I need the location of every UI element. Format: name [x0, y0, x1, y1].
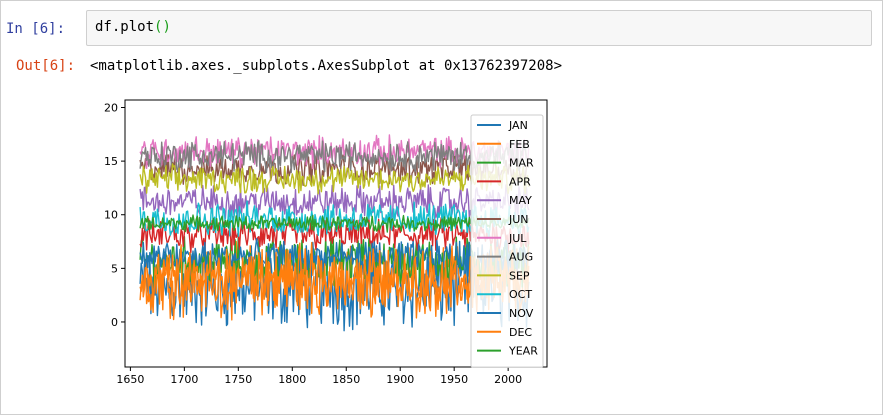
y-tick-label: 20 — [104, 102, 118, 115]
series-line-nov — [139, 237, 529, 277]
y-axis: 0 5 10 15 20 — [104, 102, 125, 329]
code-text: df.plot — [95, 19, 155, 35]
x-tick-label: 1850 — [332, 373, 360, 386]
output-prompt: Out[6]: — [16, 58, 76, 74]
x-tick-label: 1800 — [278, 373, 306, 386]
code-parentheses: () — [154, 19, 171, 35]
y-tick-label: 0 — [111, 316, 118, 329]
series-line-year — [139, 214, 530, 233]
series-line-dec — [139, 241, 530, 311]
legend-label-oct: OCT — [509, 288, 532, 301]
legend-label-jan: JAN — [508, 119, 528, 132]
series-line-sep — [139, 163, 530, 195]
legend-label-apr: APR — [509, 175, 531, 188]
output-text: <matplotlib.axes._subplots.AxesSubplot a… — [90, 58, 563, 74]
x-tick-label: 1950 — [440, 373, 468, 386]
series-line-oct — [139, 200, 530, 239]
legend-box — [470, 114, 544, 368]
series-line-aug — [139, 139, 530, 174]
y-tick-label: 5 — [111, 262, 118, 275]
legend-label-may: MAY — [509, 194, 532, 207]
code-input-area[interactable]: df.plot() — [86, 10, 872, 46]
x-tick-label: 1900 — [386, 373, 414, 386]
plot-lines — [139, 134, 530, 332]
x-tick-label: 2000 — [494, 373, 522, 386]
axes-frame — [124, 99, 548, 368]
legend-label-year: YEAR — [508, 345, 538, 358]
code-line: df.plot() — [95, 19, 171, 35]
x-tick-label: 1750 — [224, 373, 252, 386]
legend-label-aug: AUG — [509, 251, 533, 264]
legend-label-jun: JUN — [508, 213, 529, 226]
series-line-may — [139, 184, 530, 221]
legend-label-feb: FEB — [509, 138, 530, 151]
x-axis: 1650 1700 1750 1800 1850 1900 1950 2000 — [116, 367, 522, 386]
y-tick-label: 15 — [104, 155, 118, 168]
input-prompt: In [6]: — [6, 21, 66, 37]
legend: JAN FEB MAR APR MAY JUN JUL AUG SEP OCT NOV DEC YEAR — [470, 114, 544, 368]
y-tick-label: 10 — [104, 209, 118, 222]
legend-label-nov: NOV — [509, 307, 534, 320]
legend-label-dec: DEC — [509, 326, 532, 339]
line-chart: 1650 1700 1750 1800 1850 1900 1950 2000 0 5 10 15 2… — [104, 99, 548, 386]
x-tick-label: 1650 — [116, 373, 144, 386]
legend-label-jul: JUL — [508, 232, 527, 245]
legend-label-sep: SEP — [509, 269, 530, 282]
legend-label-mar: MAR — [509, 157, 534, 170]
x-tick-label: 1700 — [170, 373, 198, 386]
